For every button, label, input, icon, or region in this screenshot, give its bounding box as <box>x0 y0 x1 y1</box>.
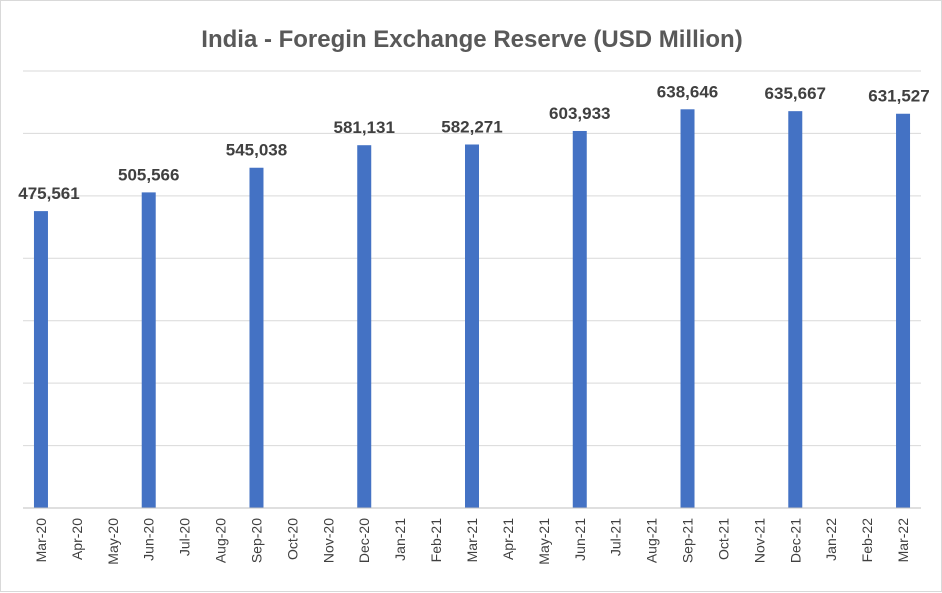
bar <box>141 192 156 508</box>
x-tick-label: Oct-20 <box>284 518 300 560</box>
x-tick-label: May-21 <box>536 518 552 565</box>
bar <box>572 130 587 508</box>
x-tick-label: Sep-20 <box>248 518 264 563</box>
x-tick-label: Dec-20 <box>356 518 372 563</box>
x-tick-label: Jan-22 <box>823 518 839 561</box>
x-tick-label: Jun-20 <box>141 518 157 561</box>
x-tick-label: Nov-21 <box>751 518 767 563</box>
x-tick-label: Nov-20 <box>320 518 336 563</box>
bar <box>680 109 695 508</box>
x-tick-label: Aug-20 <box>213 518 229 563</box>
x-tick-label: May-20 <box>105 518 121 565</box>
data-label: 631,527 <box>868 87 929 106</box>
x-tick-label: Jan-21 <box>392 518 408 561</box>
data-label: 475,561 <box>18 184 79 203</box>
x-tick-label: Aug-21 <box>644 518 660 563</box>
data-label: 545,038 <box>226 141 287 160</box>
data-label: 581,131 <box>334 118 395 137</box>
chart-title: India - Foregin Exchange Reserve (USD Mi… <box>201 26 742 53</box>
bars <box>33 109 911 509</box>
x-tick-label: Oct-21 <box>715 518 731 560</box>
x-axis-tick-labels: Mar-20 Apr-20 May-20 Jun-20 Jul-20 Aug-20 Sep-… <box>33 518 911 565</box>
bar <box>357 145 372 508</box>
x-tick-label: Sep-21 <box>680 518 696 563</box>
x-tick-label: Apr-21 <box>500 518 516 560</box>
bar <box>33 211 48 508</box>
bar <box>465 144 479 509</box>
bar <box>788 111 803 508</box>
x-tick-label: Feb-21 <box>428 518 444 563</box>
x-tick-label: Jun-21 <box>572 518 588 561</box>
x-tick-label: Jul-21 <box>608 518 624 556</box>
x-tick-label: Dec-21 <box>787 518 803 563</box>
x-tick-label: Mar-22 <box>895 518 911 563</box>
x-tick-label: Apr-20 <box>69 518 85 560</box>
data-label: 582,271 <box>441 117 502 136</box>
data-label: 638,646 <box>657 82 718 101</box>
data-labels: 475,561 505,566 545,038 581,131 582,271 603,9… <box>18 82 929 203</box>
bar <box>896 113 911 509</box>
x-tick-label: Mar-20 <box>33 518 49 563</box>
bar <box>249 167 264 508</box>
data-label: 603,933 <box>549 104 610 123</box>
x-tick-label: Feb-22 <box>859 518 875 563</box>
x-tick-label: Jul-20 <box>177 518 193 556</box>
data-label: 635,667 <box>765 84 826 103</box>
data-label: 505,566 <box>118 165 179 184</box>
x-tick-label: Mar-21 <box>464 518 480 563</box>
